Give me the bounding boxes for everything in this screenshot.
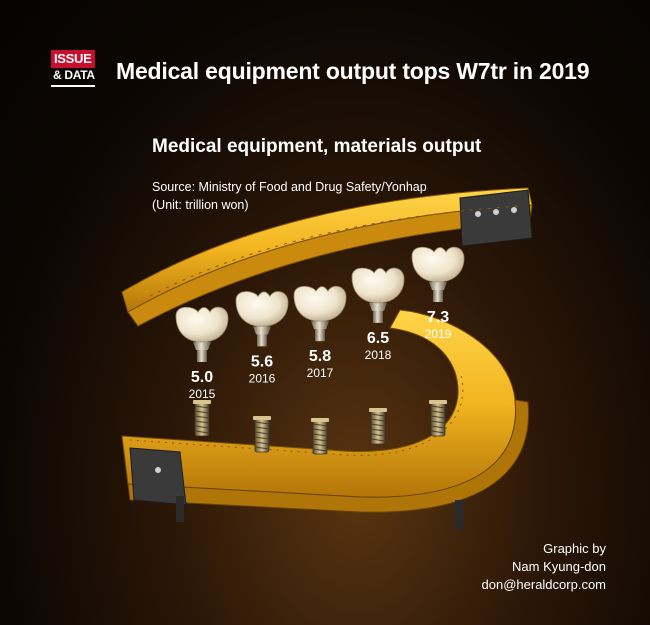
screw-thread [194,425,210,429]
screw-thread [312,438,328,442]
screw-thread [430,430,446,434]
implant-collar [193,342,211,350]
screw-cap [369,408,387,412]
value-label-2016: 5.6 [251,353,273,370]
screw-cap [311,418,329,422]
screw-thread [254,446,270,450]
screw-cap [429,400,447,404]
credit-line-2: Nam Kyung-don [512,559,606,574]
screw-thread [370,438,386,442]
implant-abutment [257,332,267,347]
implant-collar [253,326,271,335]
screw-thread [430,425,446,429]
screw-thread [430,405,446,409]
screw-thread [254,421,270,425]
screw-thread [194,405,210,409]
chart-title: Medical equipment, materials output [152,136,482,157]
screw-cap [253,416,271,420]
implant-collar [369,302,387,311]
value-label-2017: 5.8 [309,348,331,365]
year-label-2017: 2017 [307,366,334,380]
value-label-2015: 5.0 [191,369,213,386]
screw-thread [194,410,210,414]
implant-abutment [433,288,443,302]
screw-thread [312,428,328,432]
tooth-crown [411,246,465,283]
screw-thread [370,428,386,432]
headline: Medical equipment output tops W7tr in 20… [116,58,590,84]
screw-thread [312,448,328,452]
implant-abutment [197,348,207,362]
screw-thread [370,433,386,437]
value-label-2018: 6.5 [367,330,389,347]
implant-abutment [315,327,325,342]
logo-data-text: & DATA [51,68,95,87]
year-label-2015: 2015 [189,387,216,401]
screw-thread [194,420,210,424]
screw-thread [370,413,386,417]
lower-track [121,309,529,530]
tooth-crown [351,267,405,304]
screw-thread [194,415,210,419]
screw-thread [430,415,446,419]
tooth-crown [175,306,229,343]
tooth-crown [235,291,289,327]
screw-thread [194,430,210,434]
credit-line-1: Graphic by [543,541,606,556]
issue-data-logo: ISSUE & DATA [51,50,95,87]
screw-thread [430,420,446,424]
implant-abutment [373,308,383,323]
year-label-2016: 2016 [249,371,276,385]
upper-track [121,187,533,327]
credit-email: don@heraldcorp.com [481,577,606,592]
screw-cap [193,400,211,404]
screw-thread [312,423,328,427]
source-note: Source: Ministry of Food and Drug Safety… [152,180,427,194]
screw-thread [370,418,386,422]
screw-thread [254,431,270,435]
implant-collar [429,282,447,290]
year-label-2019: 2019 [425,327,452,341]
value-label-2019: 7.3 [427,309,449,326]
credit-block: Graphic by Nam Kyung-don don@heraldcorp.… [482,540,606,594]
screw-thread [312,443,328,447]
screw-thread [254,436,270,440]
tooth-crown [293,285,347,322]
screw-thread [312,433,328,437]
screw-thread [430,410,446,414]
unit-note: (Unit: trillion won) [152,198,249,212]
screw-thread [254,426,270,430]
screw-thread [370,423,386,427]
year-label-2018: 2018 [365,348,392,362]
implant-collar [311,321,329,330]
screw-thread [254,441,270,445]
logo-issue-text: ISSUE [51,50,95,68]
